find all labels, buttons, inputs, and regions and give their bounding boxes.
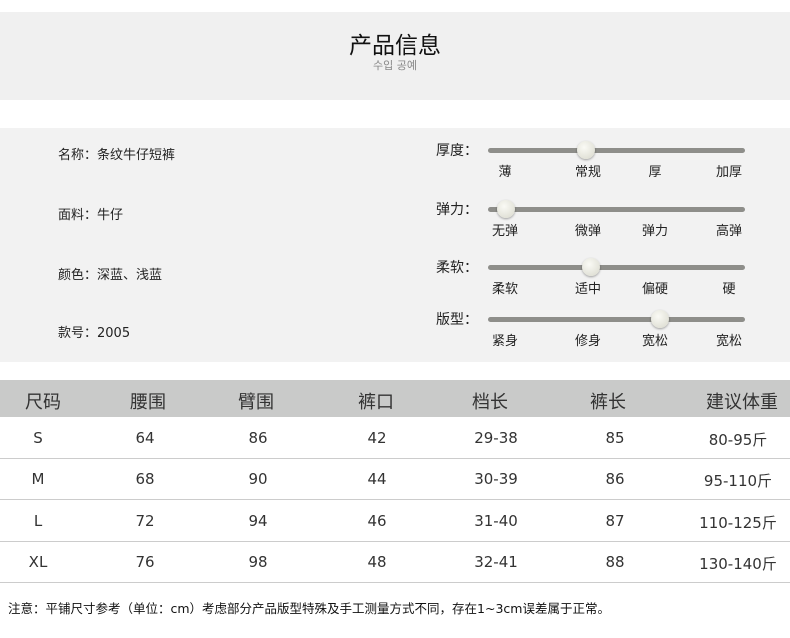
column-header: 裤长 — [590, 392, 626, 413]
table-cell: 87 — [605, 511, 625, 530]
slider-tick: 柔软 — [491, 282, 519, 297]
column-header: 档长 — [472, 392, 508, 413]
table-cell: 95-110斤 — [703, 472, 773, 491]
table-cell: 90 — [248, 470, 268, 489]
info-field: 颜色：深蓝、浅蓝 — [58, 268, 163, 283]
table-cell: 76 — [135, 552, 155, 571]
slider-tick: 修身 — [574, 334, 602, 349]
slider-thumb — [576, 141, 595, 159]
table-cell: 72 — [135, 511, 155, 530]
slider-track — [488, 310, 745, 328]
table-row: L 72 94 46 31-40 87 110-125斤 — [0, 500, 790, 542]
slider-tick: 宽松 — [641, 334, 669, 349]
table-cell: 44 — [367, 470, 387, 489]
slider-track — [488, 141, 745, 159]
slider-label: 厚度： — [436, 143, 478, 159]
table-cell: 88 — [605, 552, 625, 571]
slider-tick: 弹力 — [641, 224, 669, 239]
slider-tick: 加厚 — [715, 165, 743, 180]
slider-tick: 偏硬 — [641, 282, 669, 297]
attribute-slider: 弹力： 无弹 微弹 弹力 高弹 — [436, 200, 756, 257]
table-cell: 110-125斤 — [699, 513, 777, 532]
header-band: 产品信息 수입 공예 — [0, 12, 790, 100]
slider-tick: 常规 — [574, 165, 602, 180]
slider-label: 弹力： — [436, 202, 478, 218]
column-header: 裤口 — [358, 392, 394, 413]
attribute-slider: 厚度： 薄 常规 厚 加厚 — [436, 141, 756, 198]
table-cell: 29-38 — [474, 429, 518, 447]
table-cell: 130-140斤 — [699, 554, 777, 573]
table-row: S 64 86 42 29-38 85 80-95斤 — [0, 417, 790, 459]
column-header: 臂围 — [238, 392, 274, 413]
slider-track — [488, 258, 745, 276]
table-cell: 98 — [248, 552, 268, 571]
table-cell: 31-40 — [474, 511, 518, 530]
table-cell: 42 — [367, 429, 387, 447]
slider-tick: 厚 — [648, 165, 662, 180]
info-field: 面料：牛仔 — [58, 208, 124, 223]
slider-tick: 硬 — [722, 282, 736, 297]
slider-thumb — [496, 200, 515, 218]
table-cell: 32-41 — [474, 552, 518, 571]
slider-tick: 薄 — [498, 165, 512, 180]
table-cell: 86 — [248, 429, 268, 447]
product-info: 名称：条纹牛仔短裤 面料：牛仔颜色：深蓝、浅蓝 款号：2005 厚度： 薄 常规 厚 加厚… — [0, 128, 790, 362]
attribute-slider: 版型： 紧身 修身 宽松 宽松 — [436, 310, 756, 367]
slider-thumb — [651, 310, 670, 328]
table-cell: 64 — [135, 429, 155, 447]
table-cell: 85 — [605, 429, 625, 447]
table-row: XL 76 98 48 32-41 88 130-140斤 — [0, 541, 790, 583]
page-title: 产品信息 — [349, 33, 441, 59]
note: 注意：平铺尺寸参考（单位：cm）考虑部分产品版型特殊及手工测量方式不同，存在1~… — [8, 601, 610, 616]
slider-thumb — [581, 258, 600, 276]
table-cell: 30-39 — [474, 470, 518, 489]
attribute-slider: 柔软： 柔软 适中 偏硬 硬 — [436, 258, 756, 315]
table-cell: S — [33, 429, 43, 447]
table-cell: 48 — [367, 552, 387, 571]
slider-tick: 紧身 — [491, 334, 519, 349]
slider-tick: 无弹 — [491, 224, 519, 239]
page-subtitle: 수입 공예 — [373, 59, 417, 72]
table-header: 尺码 腰围 臂围 裤口 档长 裤长 建议体重 — [0, 380, 790, 417]
table-row: M 68 90 44 30-39 86 95-110斤 — [0, 458, 790, 501]
slider-tick: 微弹 — [574, 224, 602, 239]
column-header: 尺码 — [25, 392, 61, 413]
slider-tick: 适中 — [574, 282, 602, 297]
table-cell: 46 — [367, 511, 387, 530]
table-cell: L — [33, 511, 43, 530]
table-cell: 86 — [605, 470, 625, 489]
table-cell: 68 — [135, 470, 155, 489]
table-cell: 80-95斤 — [708, 431, 768, 449]
info-field: 款号：2005 — [58, 326, 131, 341]
slider-tick: 高弹 — [715, 224, 743, 239]
table-cell: XL — [28, 552, 48, 571]
slider-track — [488, 200, 745, 218]
slider-label: 柔软： — [436, 260, 478, 276]
slider-label: 版型： — [436, 312, 478, 328]
table-cell: 94 — [248, 511, 268, 530]
table-cell: M — [31, 470, 45, 489]
column-header: 建议体重 — [706, 392, 778, 413]
info-field: 名称：条纹牛仔短裤 — [58, 148, 176, 163]
slider-tick: 宽松 — [715, 334, 743, 349]
column-header: 腰围 — [130, 392, 166, 413]
